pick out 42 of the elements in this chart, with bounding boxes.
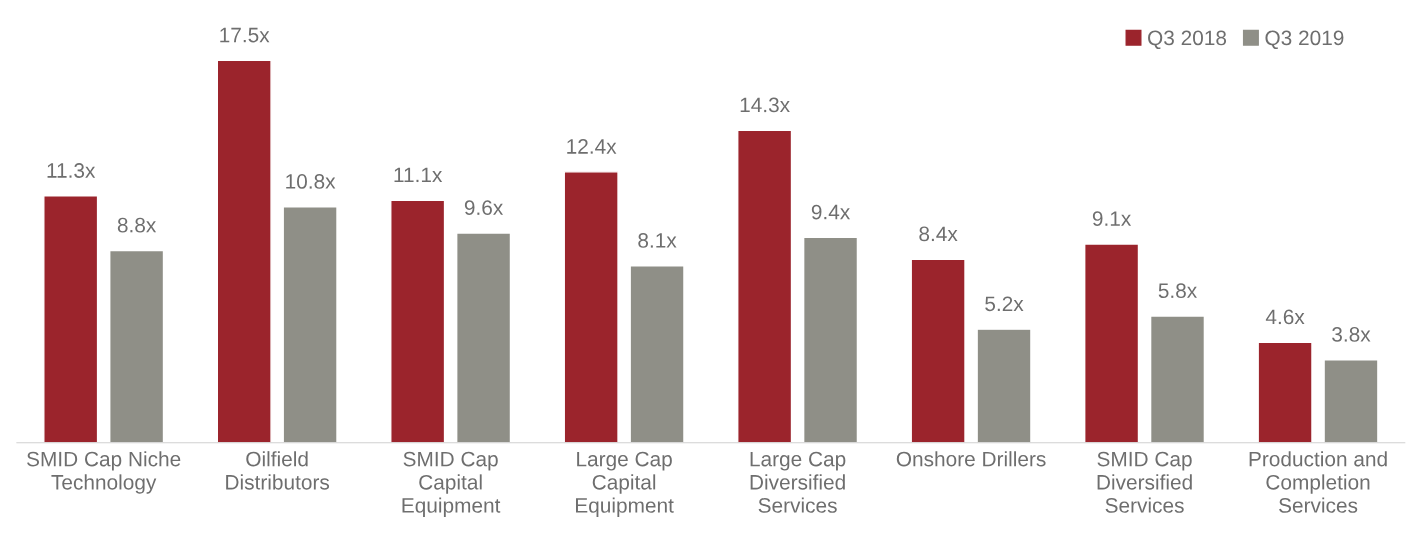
- bar: [390, 199, 446, 443]
- data-label: 11.3x: [47, 163, 96, 178]
- data-label: 8.8x: [117, 217, 157, 233]
- bar: [1084, 243, 1140, 443]
- x-tick-label: SMID Cap Diversified Services: [1097, 451, 1192, 513]
- bar: [282, 206, 338, 443]
- data-label: 12.4x: [567, 139, 617, 154]
- data-label: 8.1x: [638, 233, 677, 248]
- x-tick-label: SMID Cap Niche Technology: [27, 451, 181, 494]
- bar: [802, 236, 859, 443]
- data-label: 5.2x: [985, 296, 1024, 312]
- x-tick-label: Large Cap Capital Equipment: [576, 451, 674, 517]
- data-label: 9.1x: [1092, 211, 1132, 226]
- x-tick-label: Production and Completion Services: [1249, 451, 1387, 513]
- legend-label: Q3 2019: [1265, 30, 1344, 50]
- bar: [563, 171, 619, 443]
- bar: [737, 129, 793, 443]
- bar: [1323, 359, 1379, 443]
- bar: [43, 195, 99, 443]
- bar: [109, 249, 165, 443]
- x-tick-label: SMID Cap Capital Equipment: [402, 451, 501, 517]
- data-label: 3.8x: [1332, 327, 1371, 342]
- legend-label: Q3 2018: [1148, 30, 1227, 50]
- data-label: 8.4x: [919, 226, 958, 242]
- bar: [1149, 315, 1206, 443]
- data-label: 9.6x: [464, 200, 504, 216]
- bar: [976, 328, 1032, 443]
- data-label: 4.6x: [1265, 309, 1305, 325]
- bar: [455, 232, 512, 443]
- data-label: 17.5x: [220, 27, 270, 43]
- bar: [629, 265, 685, 443]
- bar: [216, 59, 272, 443]
- bar: [1257, 341, 1313, 443]
- bar: [910, 258, 966, 443]
- data-label: 11.1x: [394, 167, 443, 183]
- data-label: 10.8x: [286, 174, 336, 189]
- data-label: 14.3x: [740, 97, 790, 113]
- data-label: 5.8x: [1158, 283, 1197, 299]
- x-tick-label: Oilfield Distributors: [226, 451, 330, 490]
- data-label: 9.4x: [811, 204, 851, 220]
- x-tick-label: Onshore Drillers: [896, 451, 1046, 467]
- x-tick-label: Large Cap Diversified Services: [750, 451, 846, 513]
